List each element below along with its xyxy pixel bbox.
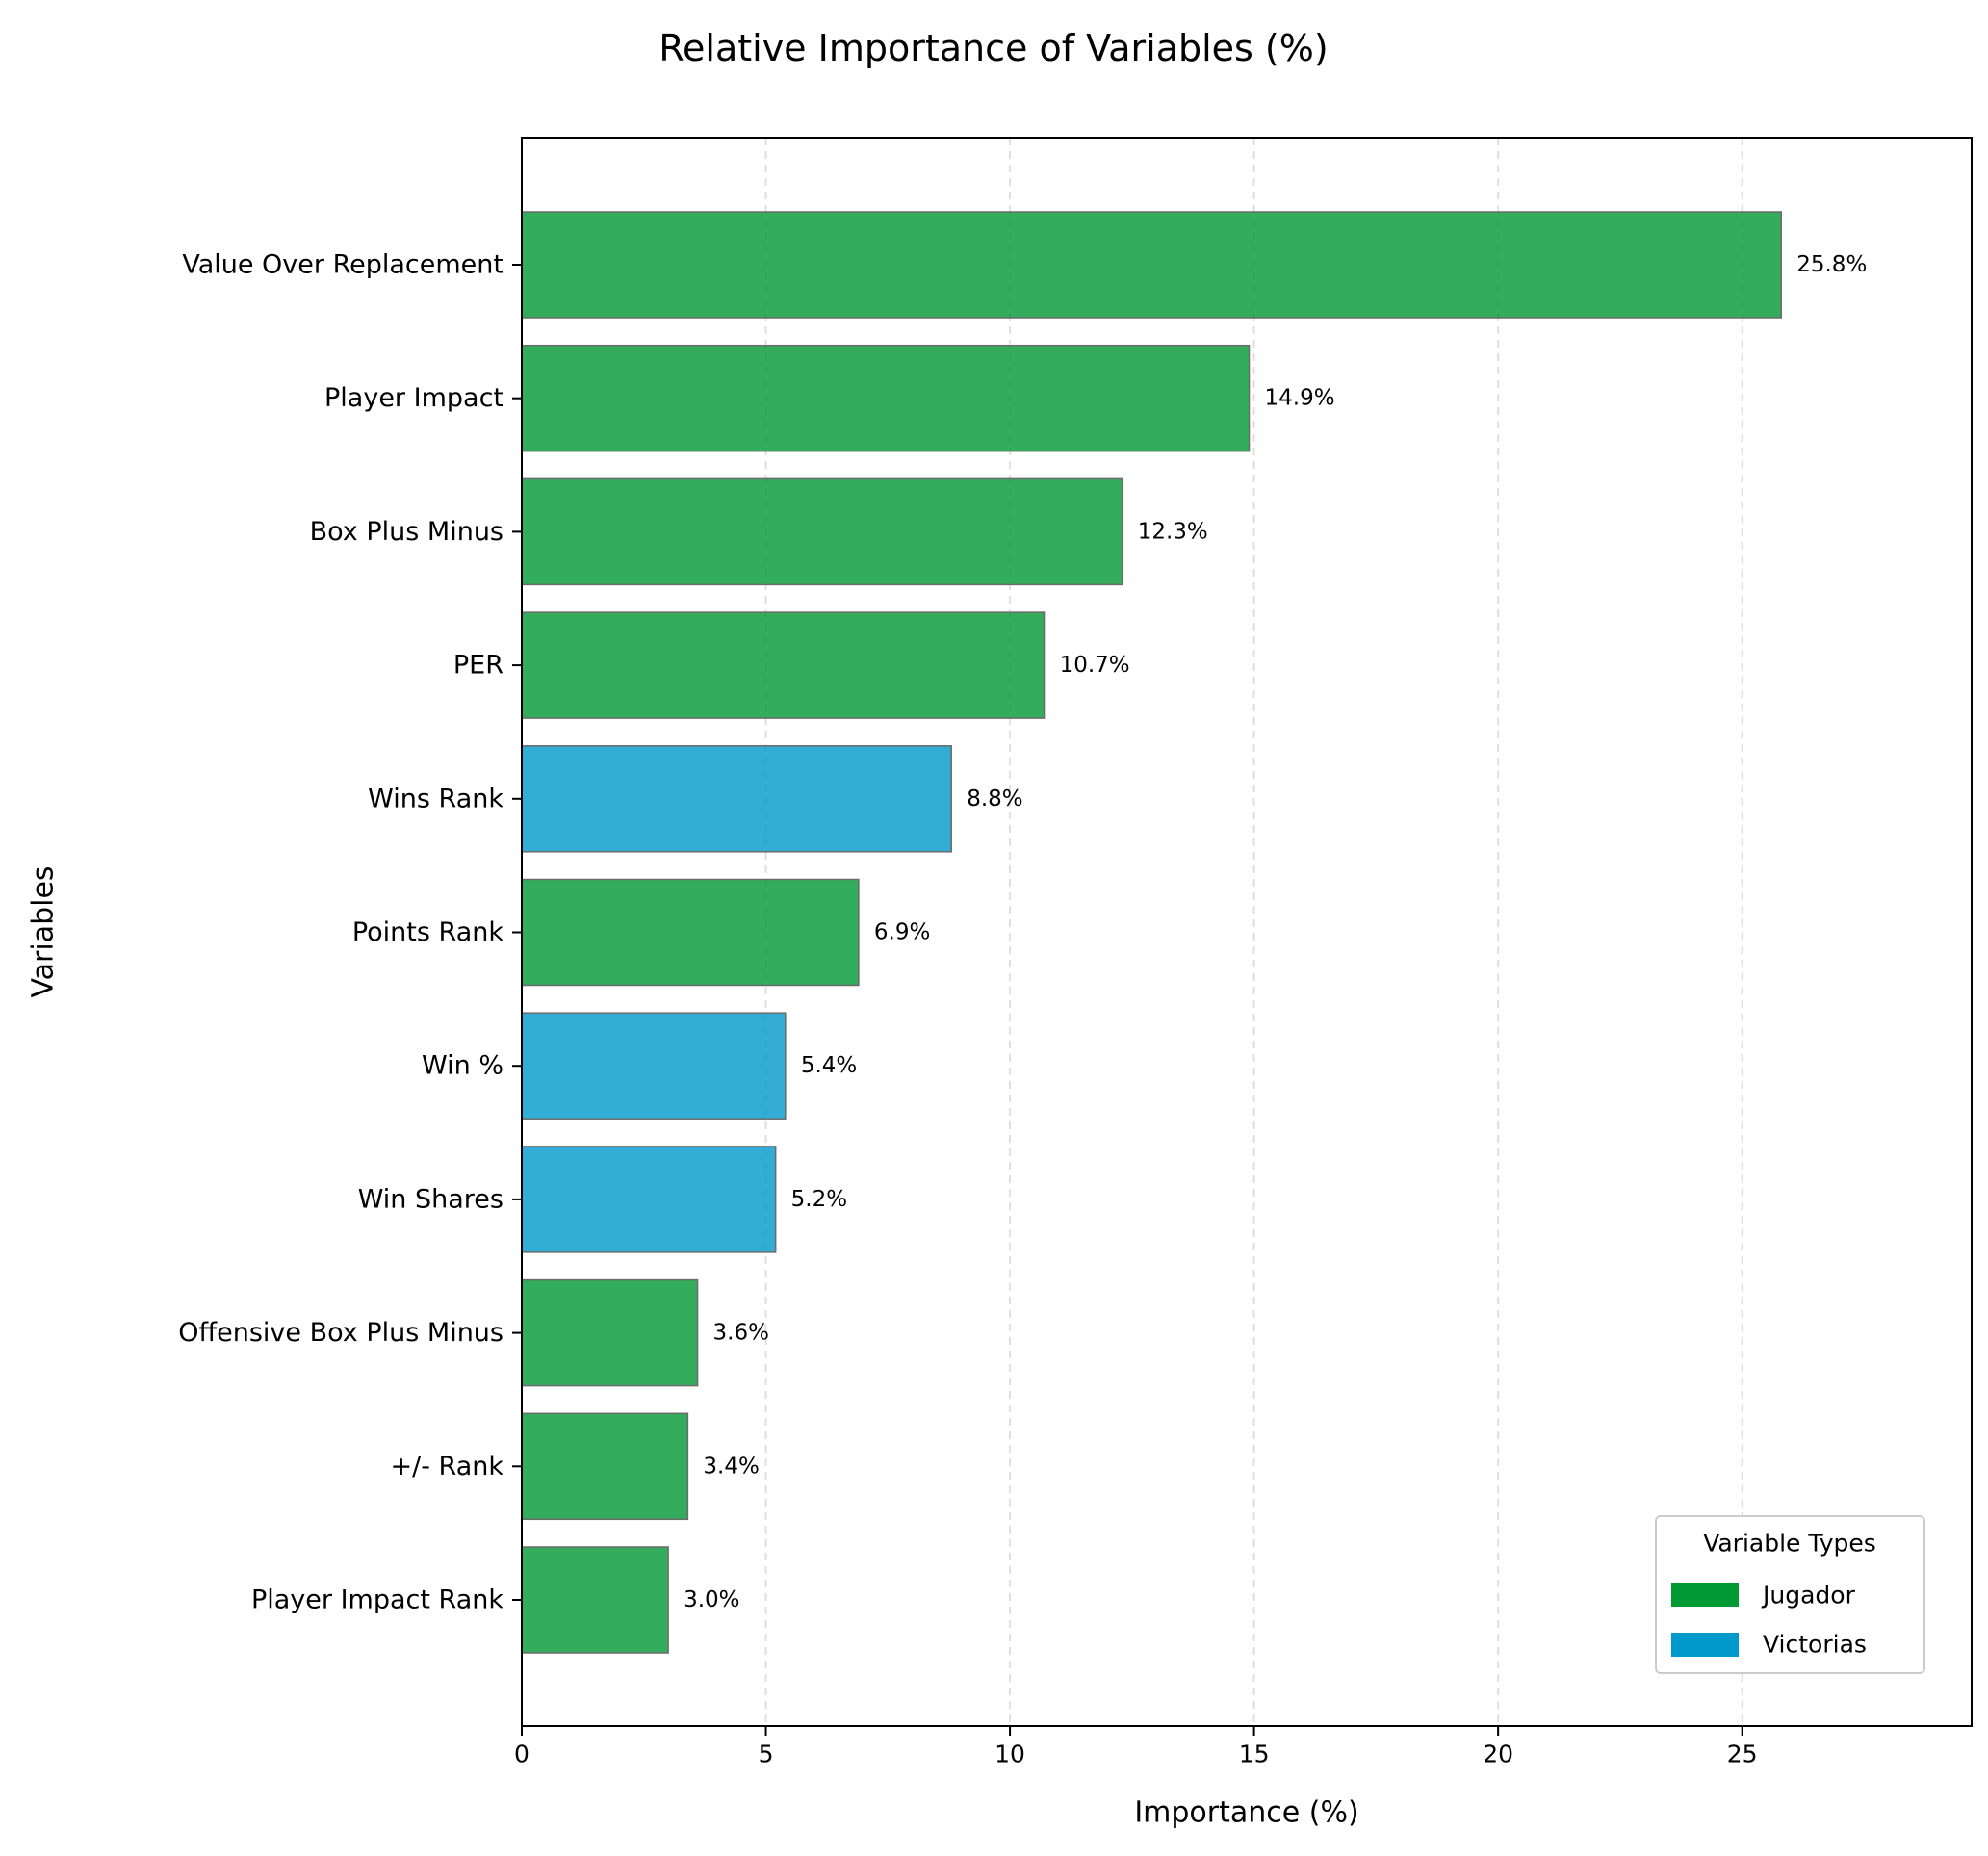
bar-offensive-box-plus-minus [521, 1278, 699, 1387]
bar-box-plus-minus [521, 477, 1123, 586]
x-tick-label-15: 15 [1239, 1740, 1270, 1768]
bar-points-rank [521, 878, 860, 987]
bar-per [521, 611, 1046, 719]
bar-player-impact-rank [521, 1546, 669, 1654]
x-tick-label-25: 25 [1727, 1740, 1758, 1768]
y-tick-label-box-plus-minus: Box Plus Minus [310, 517, 503, 547]
legend-label-victorias: Victorias [1763, 1631, 1867, 1659]
value-label-box-plus-minus: 12.3% [1138, 519, 1208, 544]
y-tick-label-win: Win % [422, 1051, 503, 1081]
y-axis: Value Over Replacement Player Impact Box P… [178, 250, 522, 1615]
value-label-value-over-replacement: 25.8% [1796, 252, 1867, 277]
y-axis-label: Variables [27, 865, 61, 997]
bar-rank [521, 1412, 689, 1521]
value-label-points-rank: 6.9% [874, 920, 930, 945]
bars [521, 211, 1782, 1654]
y-tick-label-player-impact-rank: Player Impact Rank [251, 1585, 503, 1615]
bar-win [521, 1012, 787, 1120]
y-tick-label-player-impact: Player Impact [324, 383, 503, 413]
value-label-rank: 3.4% [703, 1454, 759, 1479]
legend-label-jugador: Jugador [1761, 1582, 1856, 1610]
y-tick-label-points-rank: Points Rank [352, 917, 504, 947]
y-tick-label-rank: +/- Rank [390, 1452, 503, 1482]
value-label-win-shares: 5.2% [791, 1187, 847, 1212]
bar-win-shares [521, 1146, 777, 1253]
bar-value-over-replacement [521, 211, 1782, 319]
chart-title: Relative Importance of Variables (%) [658, 27, 1328, 69]
value-label-win: 5.4% [801, 1053, 857, 1078]
x-tick-label-0: 0 [514, 1740, 529, 1768]
x-tick-label-5: 5 [759, 1740, 774, 1768]
x-axis-label: Importance (%) [1134, 1796, 1358, 1830]
legend-swatch-victorias [1671, 1633, 1739, 1657]
y-tick-label-value-over-replacement: Value Over Replacement [182, 250, 503, 280]
legend-title: Variable Types [1703, 1530, 1876, 1558]
value-label-per: 10.7% [1060, 653, 1130, 678]
x-tick-label-20: 20 [1483, 1740, 1513, 1768]
value-label-wins-rank: 8.8% [967, 786, 1022, 812]
legend-swatch-jugador [1671, 1583, 1739, 1607]
bar-player-impact [521, 344, 1251, 452]
x-axis: 0 5 10 15 20 25 [514, 1726, 1758, 1768]
y-tick-label-offensive-box-plus-minus: Offensive Box Plus Minus [178, 1318, 503, 1348]
bar-wins-rank [521, 745, 952, 853]
value-labels: 25.8% 14.9% 12.3% 10.7% 8.8% 6.9% 5.4% 5.2% 3.6%… [684, 252, 1867, 1612]
value-label-player-impact: 14.9% [1265, 386, 1335, 411]
y-tick-label-per: PER [453, 651, 503, 681]
x-tick-label-10: 10 [994, 1740, 1025, 1768]
y-tick-label-win-shares: Win Shares [358, 1184, 503, 1214]
value-label-offensive-box-plus-minus: 3.6% [713, 1321, 769, 1346]
value-label-player-impact-rank: 3.0% [684, 1587, 739, 1612]
legend: Variable Types Jugador Victorias [1655, 1515, 1925, 1674]
y-tick-label-wins-rank: Wins Rank [368, 784, 503, 813]
